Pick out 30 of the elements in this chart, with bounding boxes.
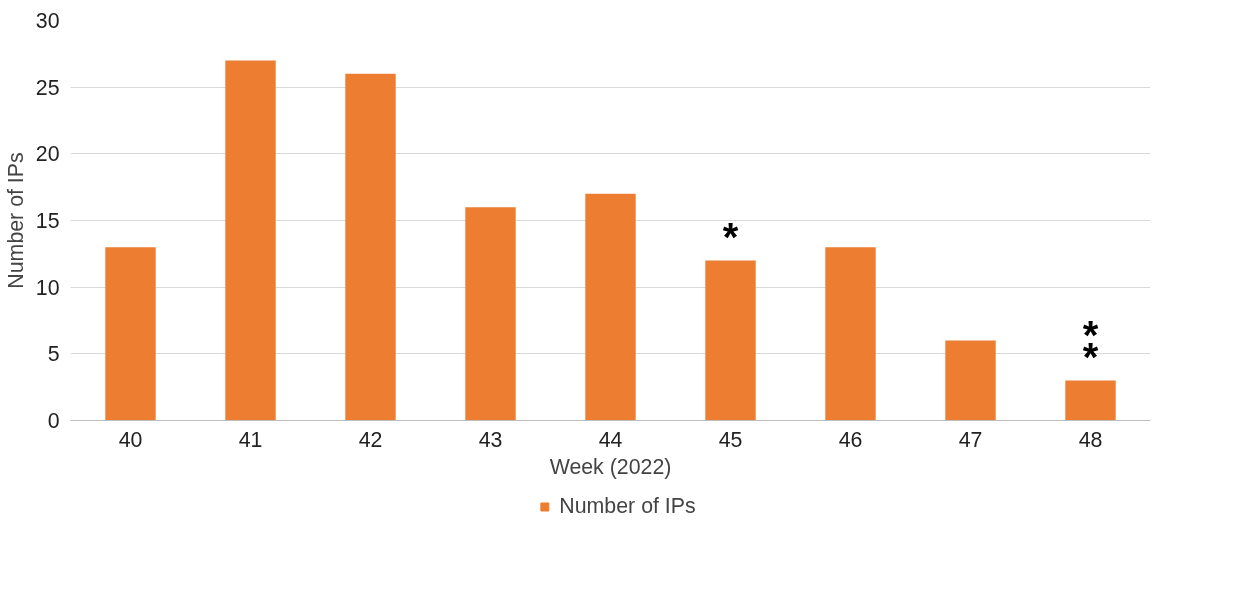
bar [825,247,876,421]
bar [945,340,996,421]
y-tick-label: 20 [35,142,60,167]
x-tick-label: 47 [958,427,983,452]
y-tick-label: 5 [47,342,60,367]
x-axis-title: Week (2022) [549,454,672,479]
x-tick-label: 43 [478,427,503,452]
bar [585,193,636,421]
bar [705,260,756,421]
bar [465,207,516,421]
y-tick-label: 0 [47,409,60,433]
annotation: * [722,214,739,259]
bar [345,73,396,421]
y-tick-label: 10 [35,275,60,300]
x-tick-label: 40 [118,427,143,452]
y-tick-label: 30 [35,9,60,33]
x-tick-label: 45 [718,427,743,452]
y-axis-title: Number of IPs [3,152,28,289]
x-tick-label: 46 [838,427,863,452]
x-tick-label: 48 [1078,427,1103,452]
bar [105,247,156,421]
legend-label: Number of IPs [559,493,696,519]
annotation: ** [1082,312,1099,379]
x-tick-label: 41 [238,427,263,452]
x-tick-label: 42 [358,427,383,452]
y-tick-label: 25 [35,75,60,100]
bar [1065,380,1116,421]
bar [225,60,276,421]
x-tick-label: 44 [598,427,623,452]
y-tick-label: 15 [35,209,60,233]
